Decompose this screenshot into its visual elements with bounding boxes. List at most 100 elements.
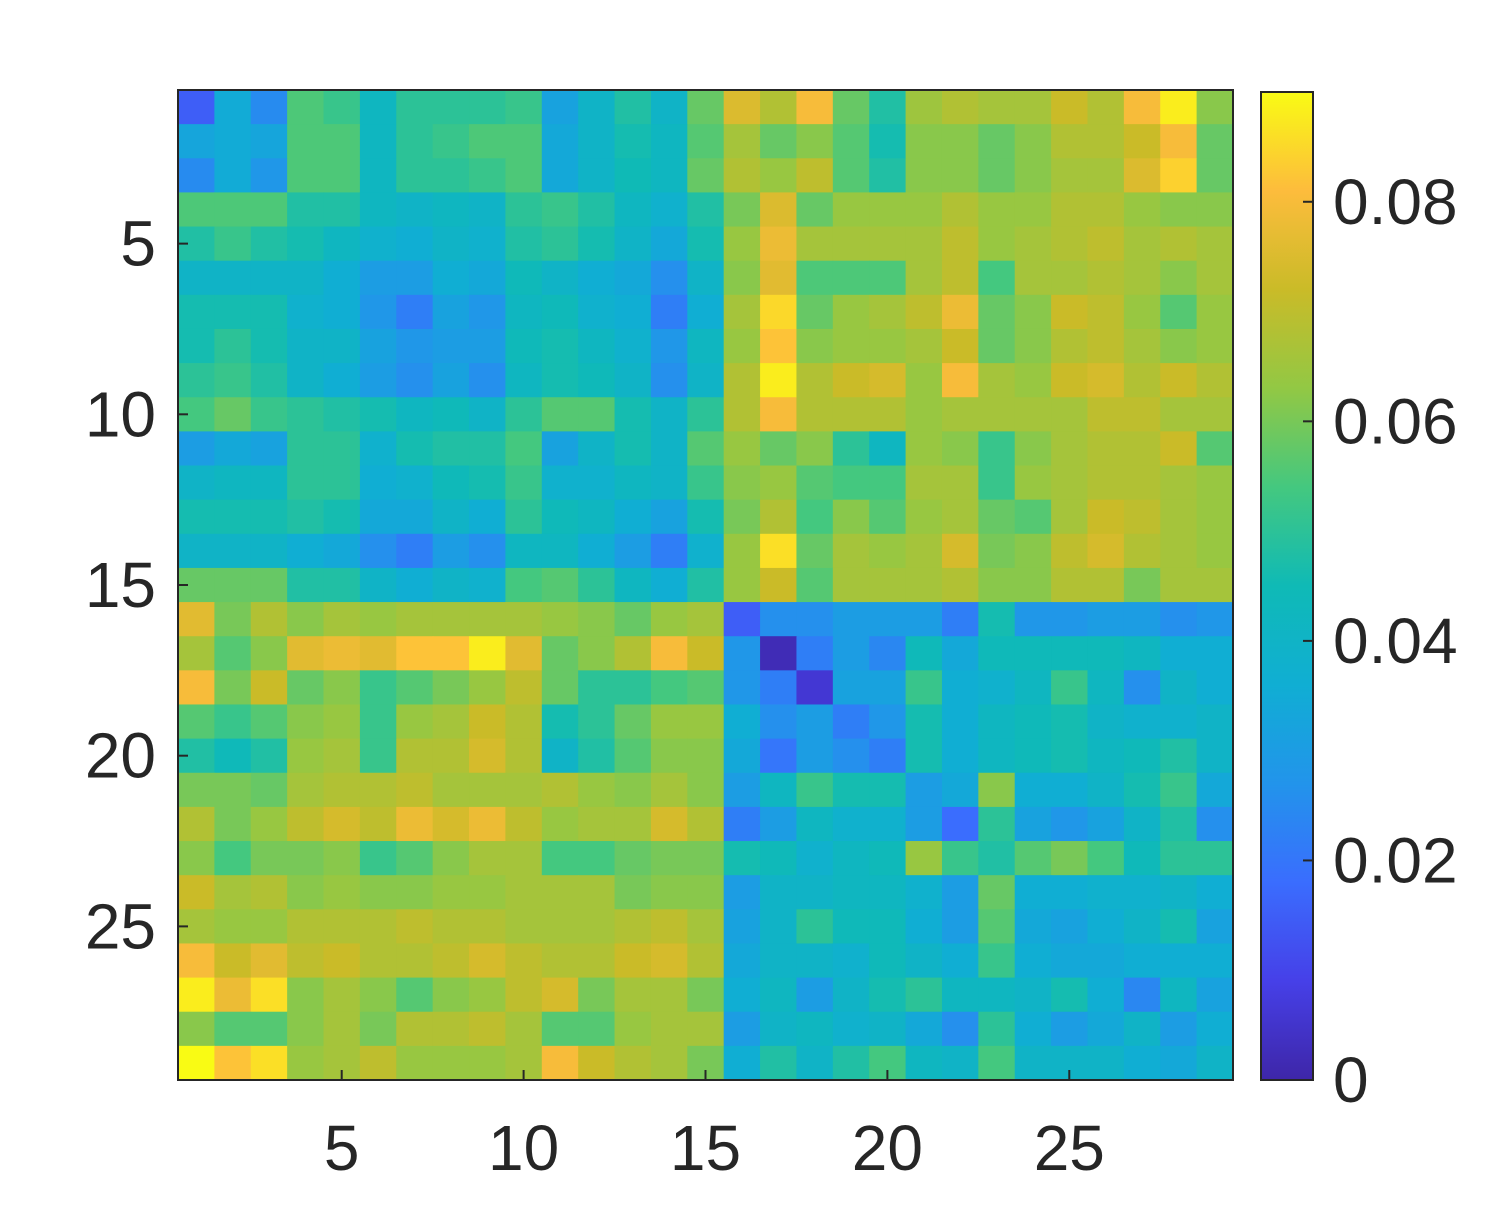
heatmap-cell-r27-c4 — [287, 977, 325, 1013]
heatmap-cell-r15-c10 — [505, 567, 543, 603]
heatmap-cell-r1-c4 — [287, 90, 325, 125]
heatmap-cell-r10-c21 — [905, 397, 943, 432]
heatmap-cell-r9-c5 — [323, 363, 361, 398]
heatmap-cell-r23-c9 — [469, 841, 507, 876]
heatmap-cell-r13-c16 — [723, 499, 761, 535]
heatmap-cell-r2-c21 — [905, 124, 943, 159]
heatmap-cell-r15-c14 — [650, 567, 688, 603]
heatmap-cell-r15-c29 — [1196, 567, 1234, 603]
heatmap-cell-r13-c29 — [1196, 499, 1234, 535]
heatmap-cell-r10-c9 — [469, 397, 507, 432]
heatmap-cell-r27-c6 — [359, 977, 397, 1013]
heatmap-cell-r7-c11 — [541, 294, 579, 330]
heatmap-cell-r3-c28 — [1160, 158, 1198, 194]
heatmap-cell-r12-c24 — [1014, 465, 1052, 501]
heatmap-cell-r28-c22 — [941, 1011, 979, 1047]
heatmap-cell-r24-c3 — [250, 875, 288, 910]
heatmap-cell-r27-c9 — [469, 977, 507, 1013]
heatmap-cell-r9-c27 — [1123, 363, 1161, 398]
heatmap-cell-r13-c21 — [905, 499, 943, 535]
heatmap-cell-r5-c17 — [760, 226, 798, 262]
heatmap-cell-r21-c12 — [578, 772, 616, 808]
heatmap-cell-r1-c21 — [905, 90, 943, 125]
heatmap-cell-r11-c26 — [1087, 431, 1125, 467]
heatmap-cell-r21-c10 — [505, 772, 543, 808]
heatmap-cell-r1-c28 — [1160, 90, 1198, 125]
heatmap-cell-r10-c20 — [869, 397, 907, 432]
heatmap-cell-r6-c18 — [796, 260, 834, 296]
heatmap-cell-r22-c8 — [432, 806, 470, 842]
heatmap-cell-r20-c4 — [287, 738, 325, 774]
heatmap-cell-r27-c11 — [541, 977, 579, 1013]
heatmap-cell-r28-c7 — [396, 1011, 434, 1047]
heatmap-cell-r3-c12 — [578, 158, 616, 194]
heatmap-cell-r4-c19 — [832, 192, 870, 228]
heatmap-cell-r4-c3 — [250, 192, 288, 228]
heatmap-cell-r7-c1 — [178, 294, 215, 330]
heatmap-cell-r13-c17 — [760, 499, 798, 535]
heatmap-cell-r16-c3 — [250, 602, 288, 637]
heatmap-cell-r21-c17 — [760, 772, 798, 808]
heatmap-cell-r25-c20 — [869, 909, 907, 945]
heatmap-cell-r26-c9 — [469, 943, 507, 979]
heatmap-cell-r24-c28 — [1160, 875, 1198, 910]
heatmap-cell-r11-c11 — [541, 431, 579, 467]
y-axis: 5 10 15 20 25 — [85, 208, 188, 962]
heatmap-cell-r29-c1 — [178, 1045, 215, 1081]
heatmap-cell-r27-c5 — [323, 977, 361, 1013]
heatmap-cell-r12-c15 — [687, 465, 725, 501]
heatmap-cell-r12-c16 — [723, 465, 761, 501]
heatmap-cell-r28-c26 — [1087, 1011, 1125, 1047]
heatmap-cell-r8-c21 — [905, 328, 943, 364]
heatmap-cell-r4-c16 — [723, 192, 761, 228]
heatmap-cell-r11-c28 — [1160, 431, 1198, 467]
heatmap-cell-r26-c10 — [505, 943, 543, 979]
heatmap-cell-r7-c10 — [505, 294, 543, 330]
heatmap-cell-r23-c19 — [832, 841, 870, 876]
heatmap-cell-r27-c28 — [1160, 977, 1198, 1013]
heatmap-cell-r17-c4 — [287, 636, 325, 671]
heatmap-cell-r12-c19 — [832, 465, 870, 501]
heatmap-cell-r15-c23 — [978, 567, 1016, 603]
heatmap-cell-r21-c6 — [359, 772, 397, 808]
heatmap-cell-r16-c2 — [214, 602, 252, 637]
heatmap-cell-r8-c18 — [796, 328, 834, 364]
heatmap-cell-r22-c6 — [359, 806, 397, 842]
heatmap-cell-r14-c8 — [432, 533, 470, 569]
heatmap-cell-r17-c1 — [178, 636, 215, 671]
heatmap-cell-r26-c8 — [432, 943, 470, 979]
heatmap-cell-r13-c20 — [869, 499, 907, 535]
heatmap-cell-r8-c11 — [541, 328, 579, 364]
heatmap-cell-r16-c7 — [396, 602, 434, 637]
heatmap-cell-r21-c15 — [687, 772, 725, 808]
heatmap-cell-r3-c10 — [505, 158, 543, 194]
heatmap-cell-r9-c4 — [287, 363, 325, 398]
heatmap-cell-r7-c18 — [796, 294, 834, 330]
heatmap-cell-r24-c29 — [1196, 875, 1234, 910]
heatmap-cell-r24-c13 — [614, 875, 652, 910]
heatmap-cell-r17-c24 — [1014, 636, 1052, 671]
heatmap-cell-r5-c10 — [505, 226, 543, 262]
heatmap-cell-r25-c17 — [760, 909, 798, 945]
heatmap-cell-r7-c27 — [1123, 294, 1161, 330]
heatmap-cell-r18-c21 — [905, 670, 943, 706]
heatmap-cell-r3-c29 — [1196, 158, 1234, 194]
heatmap-cell-r23-c21 — [905, 841, 943, 876]
heatmap-cell-r15-c18 — [796, 567, 834, 603]
heatmap-cell-r25-c18 — [796, 909, 834, 945]
heatmap-cell-r14-c16 — [723, 533, 761, 569]
heatmap-cell-r24-c4 — [287, 875, 325, 910]
heatmap-cell-r25-c12 — [578, 909, 616, 945]
heatmap-cell-r3-c15 — [687, 158, 725, 194]
heatmap-cell-r29-c12 — [578, 1045, 616, 1081]
heatmap-cell-r11-c5 — [323, 431, 361, 467]
heatmap-cell-r12-c20 — [869, 465, 907, 501]
heatmap-cell-r21-c14 — [650, 772, 688, 808]
heatmap-cell-r12-c5 — [323, 465, 361, 501]
heatmap-cell-r3-c25 — [1051, 158, 1089, 194]
heatmap-cell-r21-c19 — [832, 772, 870, 808]
heatmap-cell-r2-c1 — [178, 124, 215, 159]
heatmap-cell-r22-c16 — [723, 806, 761, 842]
heatmap-cell-r6-c6 — [359, 260, 397, 296]
heatmap-cell-r16-c5 — [323, 602, 361, 637]
